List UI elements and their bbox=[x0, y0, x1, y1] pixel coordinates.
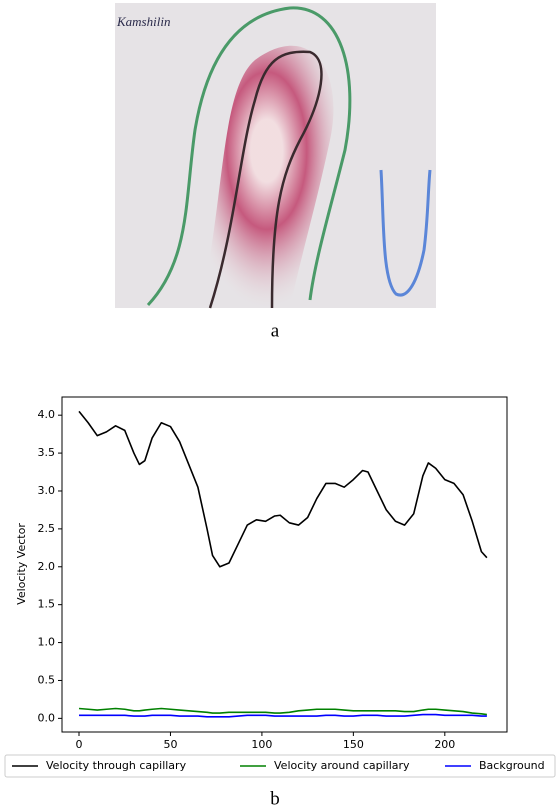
y-tick-label: 4.0 bbox=[38, 408, 56, 421]
x-tick-label: 0 bbox=[76, 738, 83, 751]
x-tick-label: 100 bbox=[251, 738, 272, 751]
y-tick-label: 3.0 bbox=[38, 484, 56, 497]
y-tick-label: 2.5 bbox=[38, 522, 56, 535]
y-tick-label: 1.5 bbox=[38, 598, 56, 611]
photo: Kamshilin bbox=[115, 3, 436, 309]
legend bbox=[4, 754, 556, 778]
plot-frame bbox=[61, 396, 508, 733]
legend-label: Velocity through capillary bbox=[46, 759, 187, 772]
y-tick-label: 3.5 bbox=[38, 446, 56, 459]
legend-label: Velocity around capillary bbox=[274, 759, 410, 772]
series-line bbox=[78, 707, 487, 716]
image-text: Kamshilin bbox=[116, 14, 170, 29]
y-axis-label: Velocity Vector bbox=[15, 523, 28, 605]
y-tick-label: 0.5 bbox=[38, 673, 56, 686]
series-line bbox=[79, 713, 487, 718]
caption: a bbox=[271, 320, 280, 341]
caption: b bbox=[270, 788, 280, 809]
y-tick-label: 1.0 bbox=[38, 636, 56, 649]
x-tick-label: 200 bbox=[434, 738, 455, 751]
legend-label: Background bbox=[479, 759, 545, 772]
x-tick-label: 150 bbox=[343, 738, 364, 751]
y-tick-label: 0.0 bbox=[38, 711, 56, 724]
series-line bbox=[78, 410, 488, 568]
y-tick-label: 2.0 bbox=[38, 560, 56, 573]
x-tick-label: 50 bbox=[163, 738, 177, 751]
